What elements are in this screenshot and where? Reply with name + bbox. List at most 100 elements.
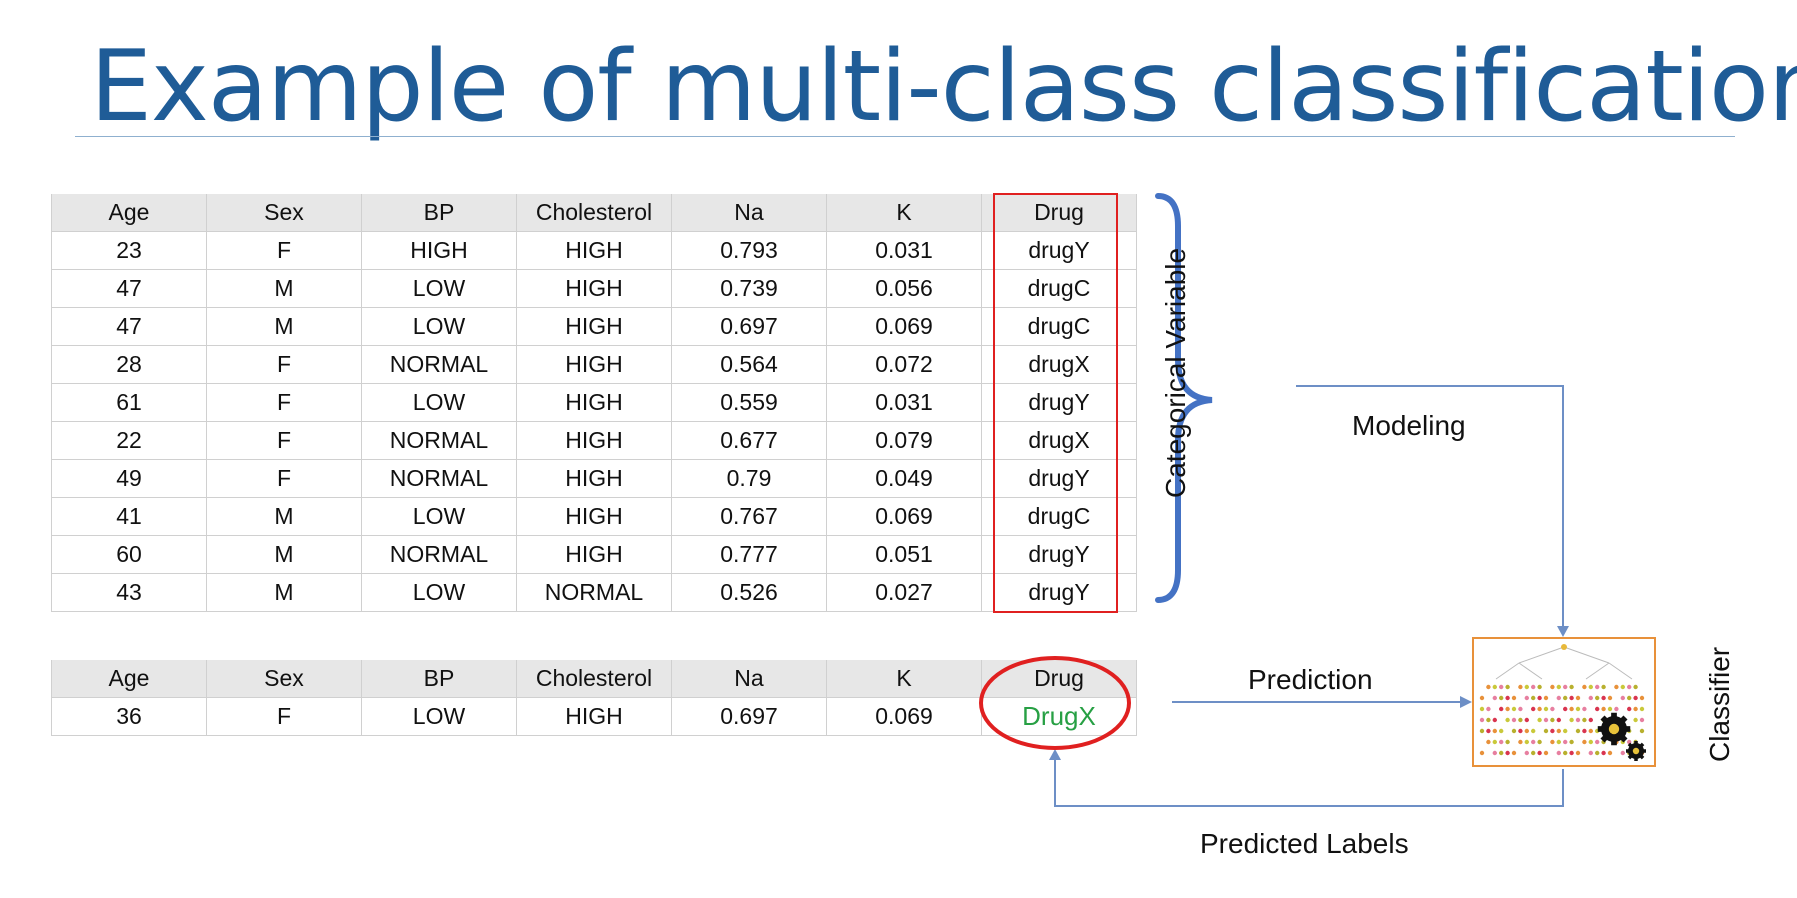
table-row: 23 F HIGH HIGH 0.793 0.031 drugY <box>51 231 1137 270</box>
table-cell: HIGH <box>516 231 672 270</box>
table-cell: 0.79 <box>671 459 827 498</box>
table-row: 47 M LOW HIGH 0.739 0.056 drugC <box>51 269 1137 308</box>
table-cell: 0.072 <box>826 345 982 384</box>
table-cell: HIGH <box>516 697 672 736</box>
table-cell: 0.677 <box>671 421 827 460</box>
table-cell: 41 <box>51 497 207 536</box>
column-header: Age <box>51 660 207 698</box>
table-cell: 0.559 <box>671 383 827 422</box>
table-cell: HIGH <box>516 307 672 346</box>
table-cell: 0.564 <box>671 345 827 384</box>
table-cell: 0.739 <box>671 269 827 308</box>
table-cell: M <box>206 497 362 536</box>
table-header-row: Age Sex BP Cholesterol Na K Drug <box>51 660 1137 698</box>
predicted-labels-label: Predicted Labels <box>1200 828 1409 859</box>
table-cell: 0.031 <box>826 383 982 422</box>
table-cell: 0.069 <box>826 307 982 346</box>
table-cell: 0.793 <box>671 231 827 270</box>
table-cell: drugC <box>981 269 1137 308</box>
table-cell: F <box>206 421 362 460</box>
table-cell: 36 <box>51 697 207 736</box>
table-cell: NORMAL <box>361 421 517 460</box>
table-row: 49 F NORMAL HIGH 0.79 0.049 drugY <box>51 459 1137 498</box>
table-cell: LOW <box>361 307 517 346</box>
table-cell: 0.031 <box>826 231 982 270</box>
table-header-row: Age Sex BP Cholesterol Na K Drug <box>51 194 1137 232</box>
slide-title: Example of multi-class classification <box>90 30 1797 144</box>
table-cell: 0.526 <box>671 573 827 612</box>
table-cell: drugC <box>981 307 1137 346</box>
table-cell: HIGH <box>516 421 672 460</box>
table-cell: LOW <box>361 697 517 736</box>
table-row: 61 F LOW HIGH 0.559 0.031 drugY <box>51 383 1137 422</box>
table-row: 43 M LOW NORMAL 0.526 0.027 drugY <box>51 573 1137 612</box>
modeling-arrowhead <box>1557 626 1569 637</box>
table-row: 47 M LOW HIGH 0.697 0.069 drugC <box>51 307 1137 346</box>
table-cell: drugY <box>981 383 1137 422</box>
categorical-variable-label: Categorical Variable <box>1160 247 1191 498</box>
prediction-arrowhead <box>1460 696 1472 708</box>
column-header: Na <box>671 194 827 232</box>
table-row: 36 F LOW HIGH 0.697 0.069 DrugX <box>51 697 1137 736</box>
target-column-highlight <box>993 193 1118 613</box>
table-cell: HIGH <box>361 231 517 270</box>
table-cell: LOW <box>361 573 517 612</box>
column-header: Cholesterol <box>516 660 672 698</box>
table-cell: drugY <box>981 231 1137 270</box>
column-header: Drug <box>981 194 1137 232</box>
modeling-label: Modeling <box>1352 410 1466 441</box>
table-cell: drugC <box>981 497 1137 536</box>
table-cell: 0.027 <box>826 573 982 612</box>
table-cell: F <box>206 231 362 270</box>
table-cell: 0.777 <box>671 535 827 574</box>
table-cell: HIGH <box>516 269 672 308</box>
table-cell: NORMAL <box>361 535 517 574</box>
table-cell: 0.697 <box>671 307 827 346</box>
table-cell: drugY <box>981 573 1137 612</box>
table-cell: 0.056 <box>826 269 982 308</box>
table-cell: 0.069 <box>826 697 982 736</box>
table-cell: 0.697 <box>671 697 827 736</box>
prediction-label: Prediction <box>1248 664 1373 695</box>
table-cell: 28 <box>51 345 207 384</box>
table-cell: drugY <box>981 535 1137 574</box>
table-cell: HIGH <box>516 383 672 422</box>
table-row: 41 M LOW HIGH 0.767 0.069 drugC <box>51 497 1137 536</box>
table-cell: NORMAL <box>361 459 517 498</box>
table-cell: HIGH <box>516 345 672 384</box>
classifier-icon <box>1472 637 1656 767</box>
table-cell: HIGH <box>516 459 672 498</box>
column-header: K <box>826 194 982 232</box>
column-header: Age <box>51 194 207 232</box>
table-cell: LOW <box>361 383 517 422</box>
table-cell: 61 <box>51 383 207 422</box>
table-cell: 49 <box>51 459 207 498</box>
table-cell: M <box>206 535 362 574</box>
column-header: Cholesterol <box>516 194 672 232</box>
predicted-drug-value: DrugX <box>981 697 1137 736</box>
table-cell: 0.051 <box>826 535 982 574</box>
gear-icon <box>1597 712 1631 746</box>
table-cell: LOW <box>361 269 517 308</box>
predicted-labels-arrowhead <box>1049 749 1061 760</box>
table-cell: NORMAL <box>361 345 517 384</box>
training-data-table: Age Sex BP Cholesterol Na K Drug 23 F HIGH HIGH 0.… <box>51 194 1137 612</box>
table-cell: 47 <box>51 307 207 346</box>
table-cell: drugX <box>981 345 1137 384</box>
table-cell: drugY <box>981 459 1137 498</box>
column-header: Drug <box>981 660 1137 698</box>
table-cell: HIGH <box>516 535 672 574</box>
table-cell: M <box>206 573 362 612</box>
table-cell: F <box>206 697 362 736</box>
table-cell: M <box>206 269 362 308</box>
table-cell: 22 <box>51 421 207 460</box>
decision-tree-icon <box>1479 644 1646 761</box>
column-header: Sex <box>206 194 362 232</box>
table-row: 60 M NORMAL HIGH 0.777 0.051 drugY <box>51 535 1137 574</box>
column-header: BP <box>361 194 517 232</box>
prediction-highlight-circle <box>979 656 1131 750</box>
gear-icon <box>1626 741 1646 761</box>
table-cell: M <box>206 307 362 346</box>
table-cell: 0.079 <box>826 421 982 460</box>
